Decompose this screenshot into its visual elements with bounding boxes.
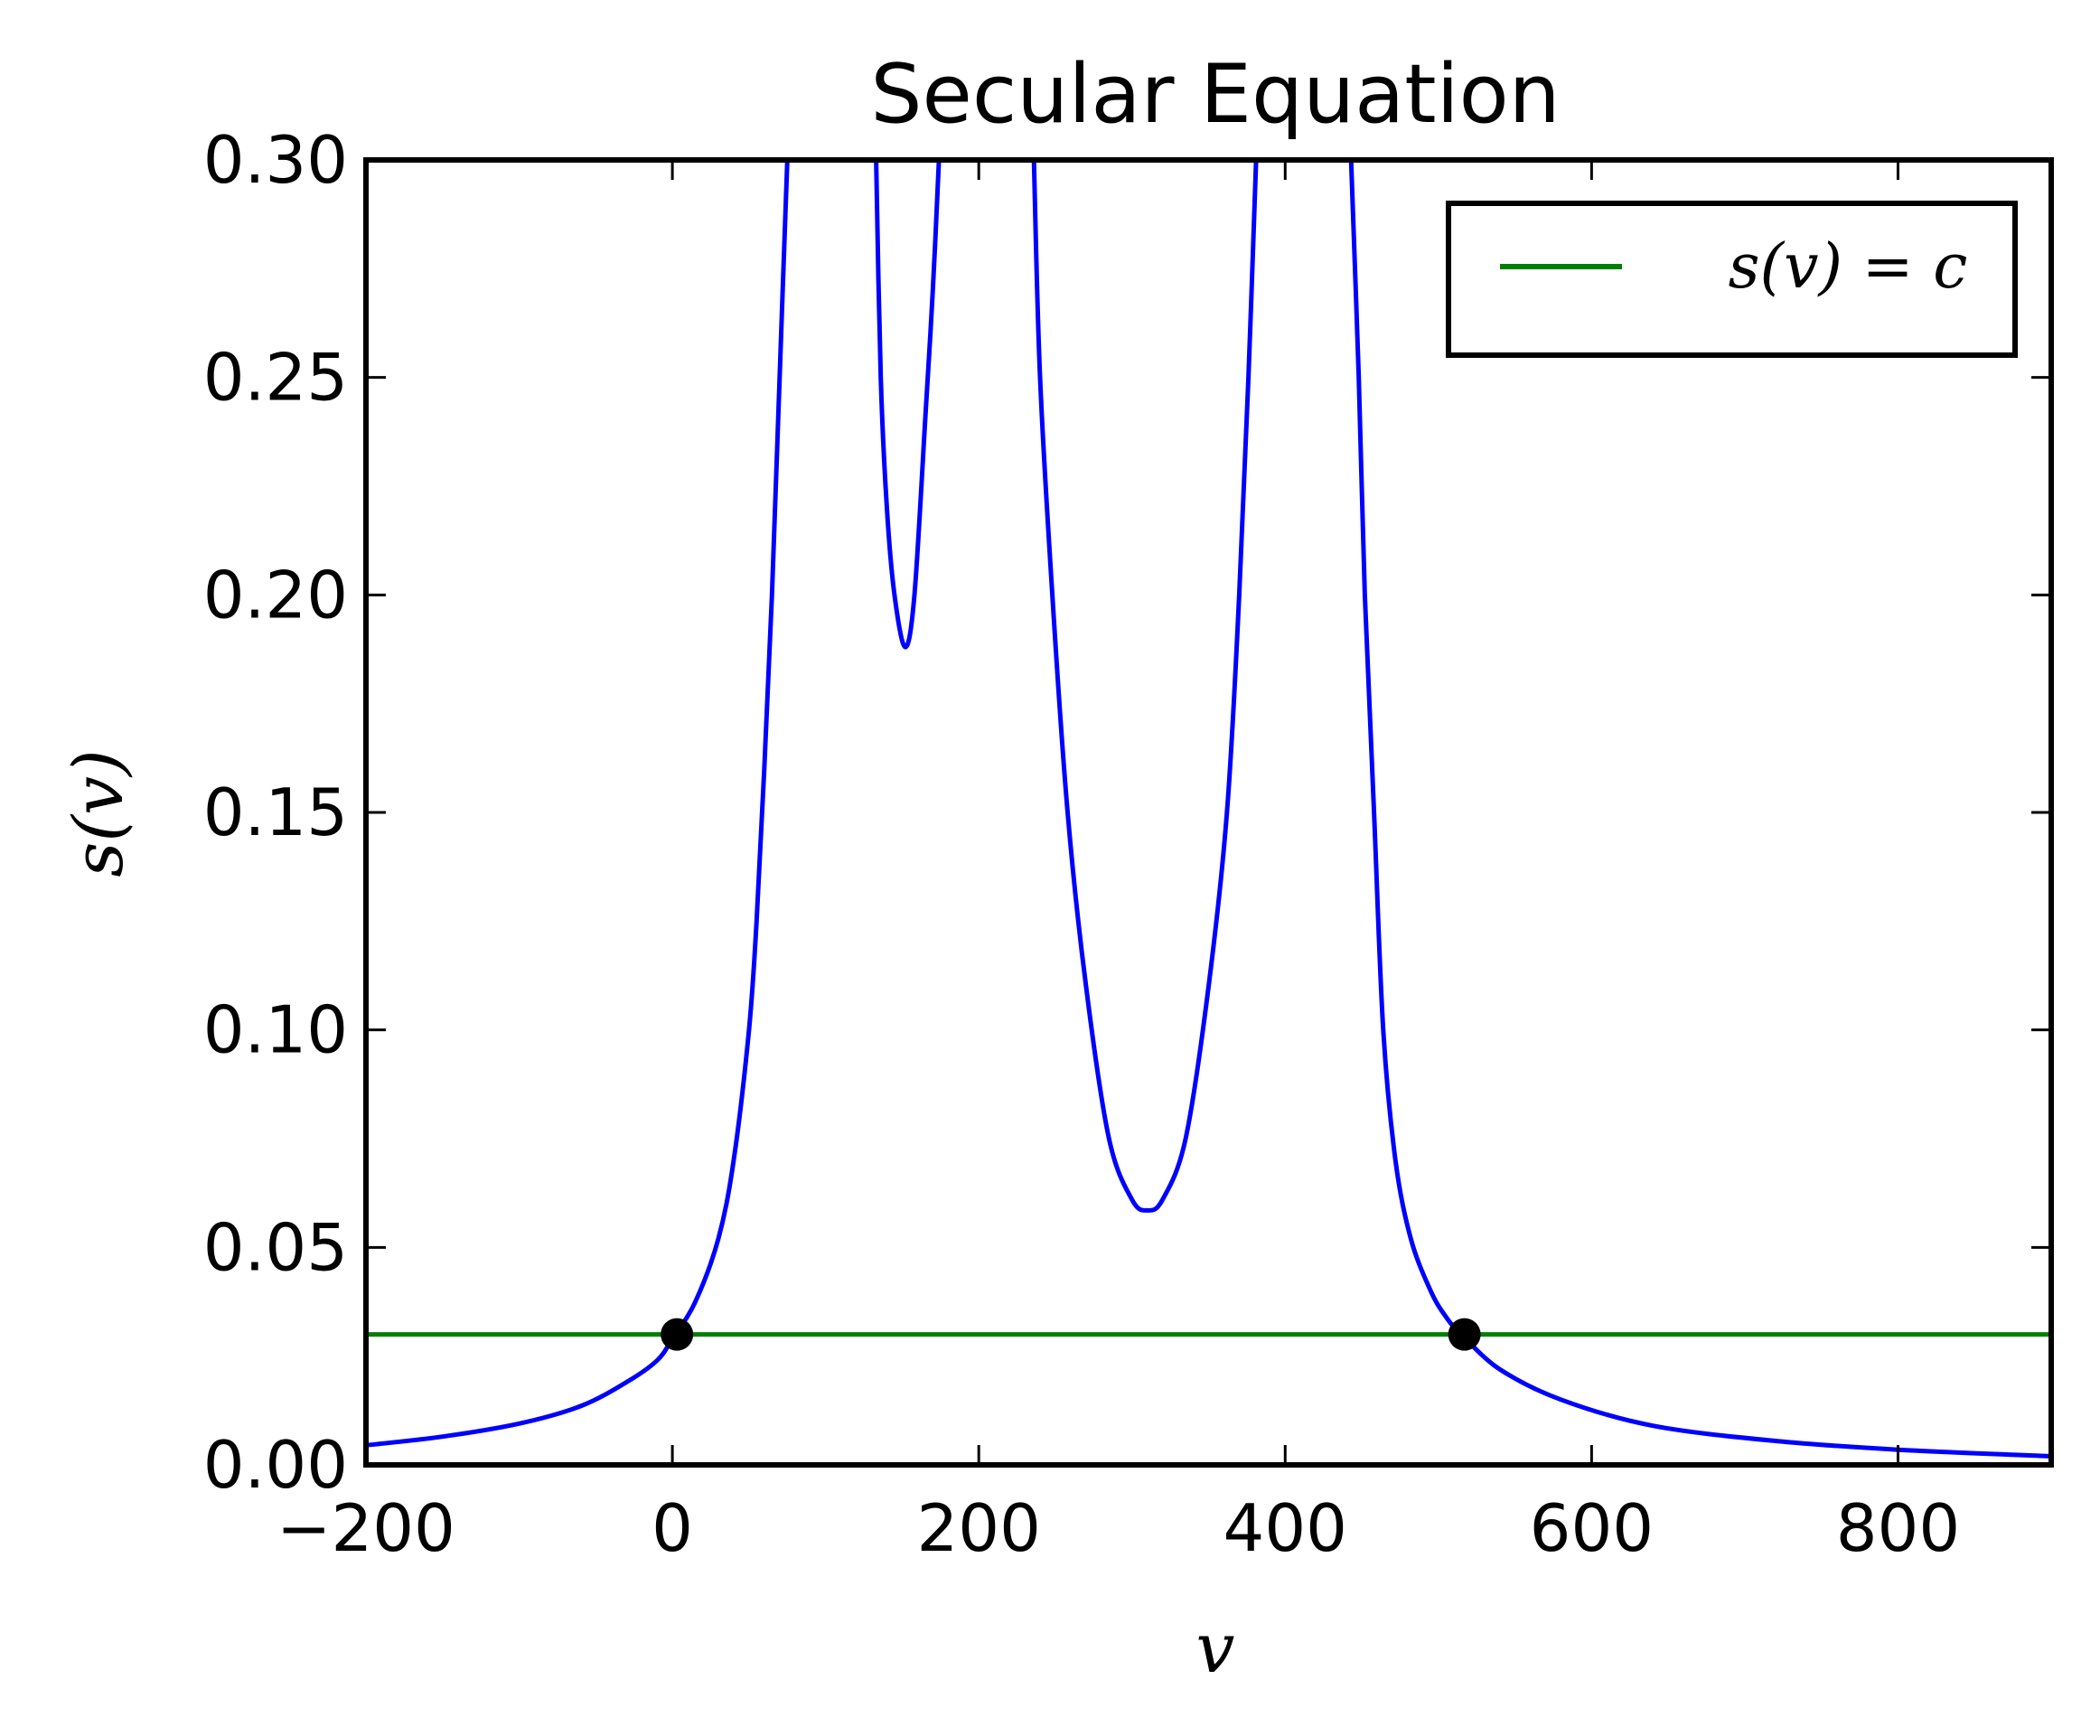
series-line-0 (366, 160, 790, 1448)
series-line-3 (1348, 160, 2051, 1459)
legend: s(v) = c (1446, 201, 2018, 358)
y-tick-label-0: 0.00 (203, 1427, 348, 1503)
y-axis-label: s(v) (58, 749, 138, 877)
x-tick-label-4: 600 (1530, 1490, 1654, 1566)
x-tick-label-2: 200 (916, 1490, 1040, 1566)
y-tick-label-3: 0.15 (203, 774, 348, 850)
y-tick-label-6: 0.30 (203, 122, 348, 198)
x-tick-label-0: −200 (277, 1490, 455, 1566)
legend-label: s(v) = c (1729, 231, 1968, 303)
y-tick-label-1: 0.05 (203, 1209, 348, 1285)
chart-title: Secular Equation (870, 47, 1560, 142)
legend-box (1446, 201, 2018, 358)
series-line-2 (1031, 160, 1259, 1213)
x-axis-label: v (1196, 1608, 1235, 1688)
y-tick-label-2: 0.10 (203, 992, 348, 1068)
x-tick-label-1: 0 (652, 1490, 693, 1566)
x-tick-label-3: 400 (1223, 1490, 1347, 1566)
tick-labels: −200 0 200 400 600 800 0.00 0.05 0.10 0.15 0.20 0.2… (203, 122, 1960, 1566)
plot-area (366, 160, 2051, 1459)
plot-frame (363, 157, 2054, 1468)
series-line-1 (874, 160, 942, 650)
intersection-point-0 (661, 1318, 694, 1351)
x-tick-label-5: 800 (1836, 1490, 1960, 1566)
intersection-point-1 (1448, 1318, 1481, 1351)
axis-ticks (364, 158, 2051, 1467)
y-tick-label-5: 0.25 (203, 340, 348, 416)
series-group (366, 160, 2051, 1459)
y-tick-label-4: 0.20 (203, 557, 348, 633)
